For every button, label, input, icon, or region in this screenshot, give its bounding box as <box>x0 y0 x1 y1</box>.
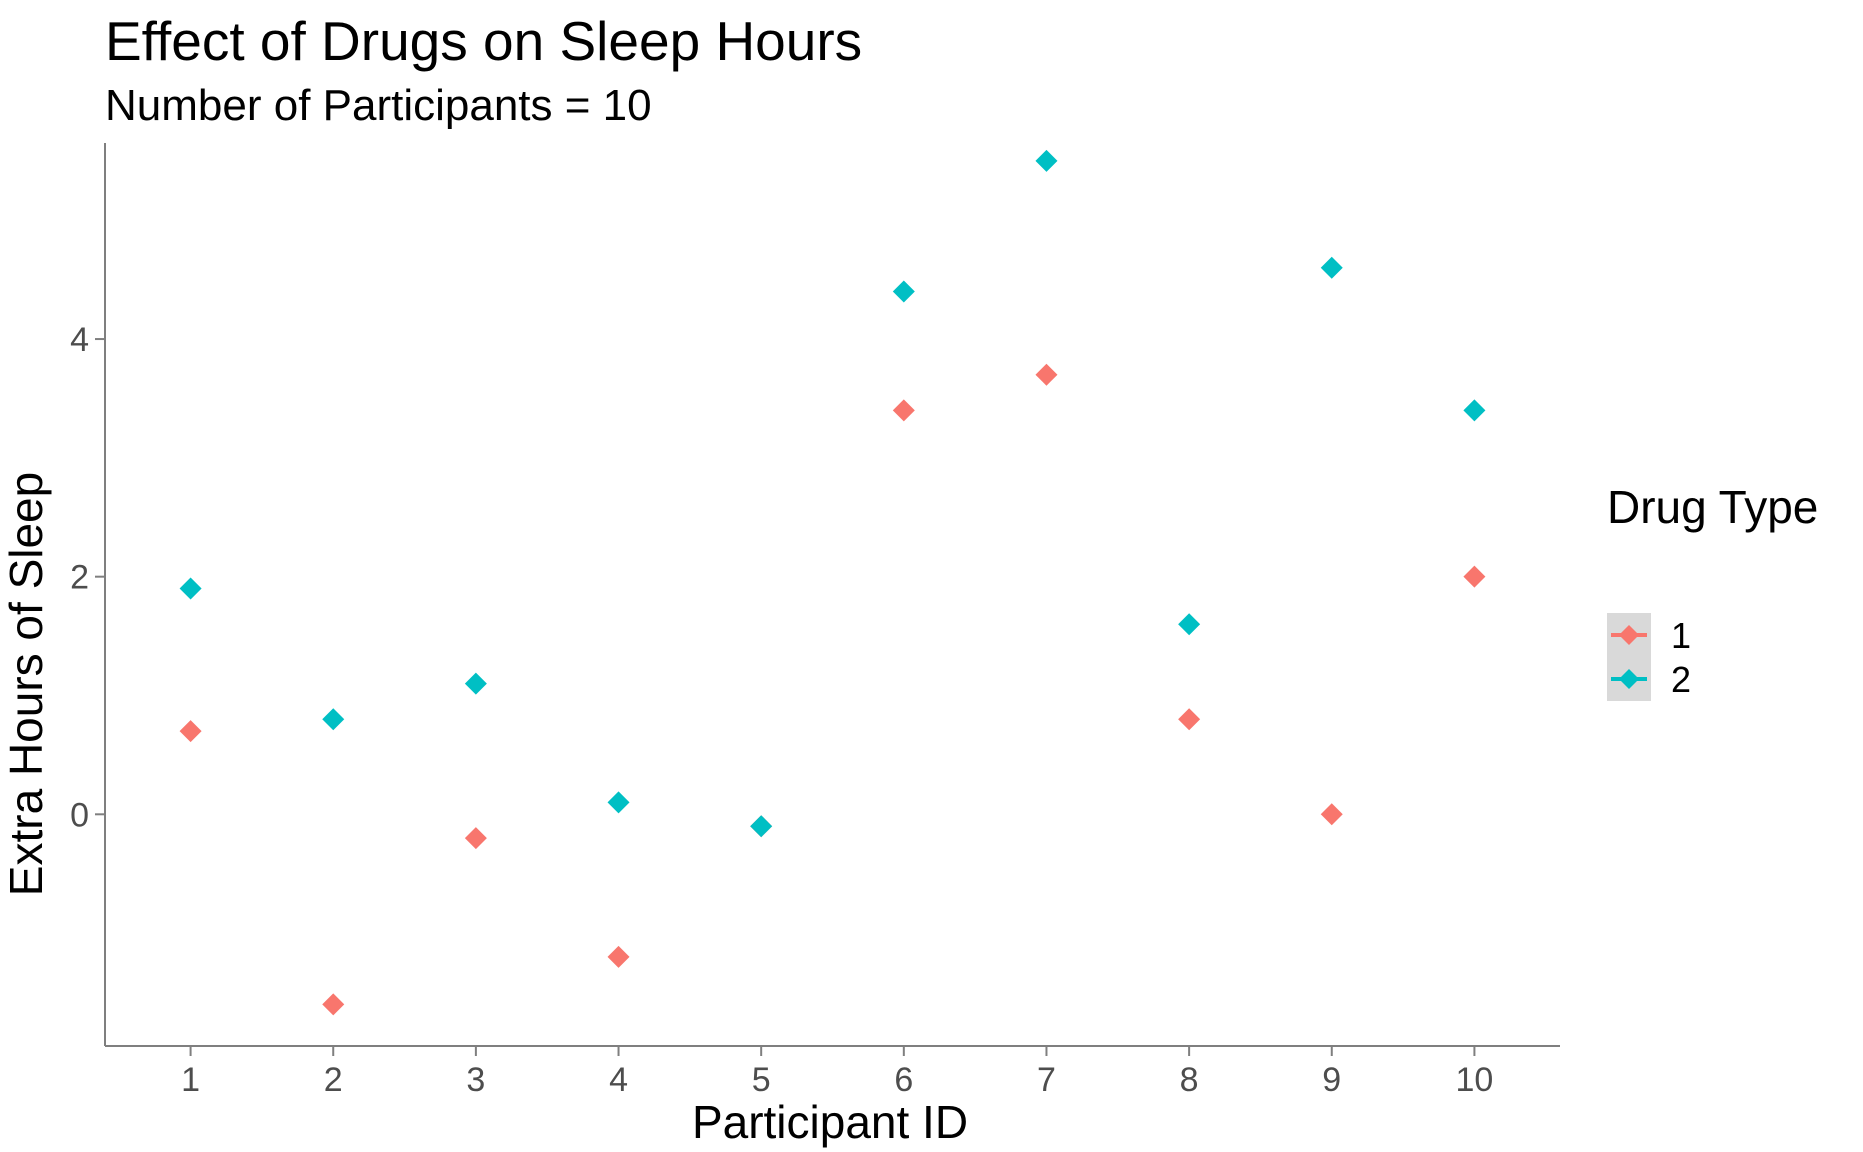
data-point-drug-2 <box>1035 149 1058 172</box>
data-point-drug-1 <box>464 827 487 850</box>
axes <box>104 143 1560 1047</box>
x-tick-label: 3 <box>466 1061 485 1099</box>
data-point-drug-1 <box>322 993 345 1016</box>
y-tick-label: 0 <box>70 796 89 834</box>
legend: Drug Type 12 <box>1607 481 1818 701</box>
data-point-drug-2 <box>1178 613 1201 636</box>
y-tick-label: 4 <box>70 321 89 359</box>
x-tick-label: 10 <box>1455 1061 1493 1099</box>
data-point-drug-2 <box>1320 256 1343 279</box>
x-tick-label: 9 <box>1322 1061 1341 1099</box>
x-tick-label: 5 <box>752 1061 771 1099</box>
data-point-drug-2 <box>750 815 773 838</box>
data-point-drug-2 <box>464 672 487 695</box>
chart-title: Effect of Drugs on Sleep Hours <box>105 10 862 72</box>
data-point-drug-1 <box>892 399 915 422</box>
x-tick-label: 4 <box>609 1061 628 1099</box>
y-tick-label: 2 <box>70 559 89 597</box>
data-point-drug-2 <box>892 280 915 303</box>
legend-key-marker <box>1619 669 1639 689</box>
x-tick-label: 6 <box>894 1061 913 1099</box>
data-point-drug-2 <box>179 577 202 600</box>
x-tick-label: 1 <box>181 1061 200 1099</box>
data-point-drug-1 <box>1035 363 1058 386</box>
x-tick-label: 7 <box>1037 1061 1056 1099</box>
data-point-drug-1 <box>1320 803 1343 826</box>
data-point-drug-1 <box>1178 708 1201 731</box>
legend-label: 1 <box>1671 615 1691 656</box>
x-tick-label: 2 <box>324 1061 343 1099</box>
legend-key-marker <box>1619 625 1639 645</box>
data-point-drug-1 <box>179 720 202 743</box>
y-axis-title: Extra Hours of Sleep <box>0 472 52 896</box>
data-points <box>179 149 1486 1016</box>
x-axis-title: Participant ID <box>692 1096 968 1148</box>
legend-items: 12 <box>1607 613 1691 701</box>
data-point-drug-2 <box>1463 399 1486 422</box>
x-axis-ticks: 1 2 3 4 5 6 7 8 9 10 <box>181 1046 1493 1099</box>
legend-label: 2 <box>1671 659 1691 700</box>
y-axis-ticks: 0 2 4 <box>70 321 105 834</box>
data-point-drug-1 <box>1463 565 1486 588</box>
legend-title: Drug Type <box>1607 481 1818 533</box>
chart-subtitle: Number of Participants = 10 <box>105 81 652 130</box>
data-point-drug-2 <box>607 791 630 814</box>
x-tick-label: 8 <box>1180 1061 1199 1099</box>
data-point-drug-2 <box>322 708 345 731</box>
data-point-drug-1 <box>607 945 630 968</box>
